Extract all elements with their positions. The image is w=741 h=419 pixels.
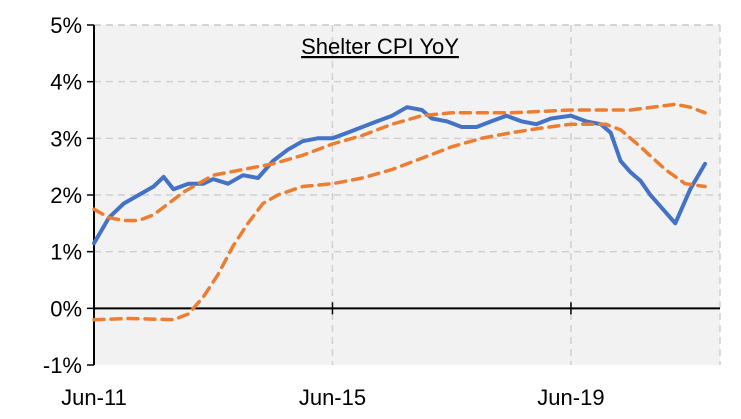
axes (87, 24, 720, 366)
y-tick-label: 5% (50, 13, 82, 38)
series-line-2 (92, 102, 707, 223)
tick-labels: -1% 0% 1% 2% 3% 4% 5% Jun-11 Jun-15 Jun-19 (43, 13, 605, 410)
y-tick-label: 3% (50, 126, 82, 151)
y-tick-label: 2% (50, 183, 82, 208)
y-tick-label: -1% (43, 353, 82, 378)
series-lines (92, 102, 708, 322)
x-tick-label: Jun-11 (61, 385, 127, 410)
x-tick-label: Jun-15 (299, 385, 366, 410)
y-tick-label: 1% (50, 240, 82, 265)
series-line-3 (92, 122, 707, 322)
y-tick-label: 4% (50, 70, 82, 95)
series-line-1 (92, 105, 708, 246)
x-tick-label: Jun-19 (537, 385, 604, 410)
chart-title: Shelter CPI YoY (301, 34, 459, 59)
grid (94, 24, 721, 365)
y-tick-label: 0% (50, 296, 82, 321)
